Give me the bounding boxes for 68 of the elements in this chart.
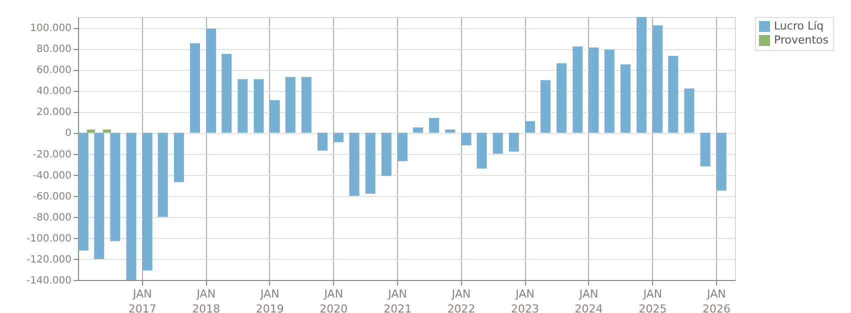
bar (94, 132, 104, 259)
bar (206, 28, 216, 133)
bar (254, 79, 264, 133)
x-tick-label: JAN 2024 (574, 288, 603, 313)
bar (301, 76, 312, 133)
legend-label: Proventos (774, 34, 829, 46)
bar (620, 64, 630, 133)
bar (397, 132, 408, 162)
bar (78, 132, 88, 251)
y-tick-label: -80.000 (32, 212, 72, 224)
bar (318, 132, 328, 151)
x-tick-label: JAN 2019 (256, 288, 284, 313)
bar (142, 132, 152, 271)
bar (684, 88, 694, 133)
bar (110, 132, 120, 242)
bar (652, 25, 663, 133)
bar (604, 50, 614, 133)
bar (86, 130, 95, 133)
bar (556, 63, 567, 133)
bar (365, 132, 376, 194)
bar (508, 132, 519, 152)
bar (381, 132, 392, 176)
bar (349, 132, 360, 196)
bar (636, 17, 647, 133)
bar (174, 132, 184, 182)
bar (158, 132, 168, 217)
y-tick-label: 60.000 (36, 65, 72, 76)
bar (492, 132, 503, 154)
x-tick-label: JAN 2017 (128, 288, 156, 313)
x-tick-label: JAN 2018 (192, 288, 220, 313)
bar (700, 132, 710, 166)
bar (270, 100, 280, 133)
y-tick-label: 0 (65, 128, 72, 140)
bar (572, 46, 583, 133)
bar (102, 130, 111, 133)
y-tick-label: -40.000 (32, 170, 72, 182)
y-tick-label: -60.000 (32, 191, 72, 202)
y-tick-label: 100.000 (30, 23, 72, 34)
y-tick-label: -100.000 (26, 233, 72, 244)
y-tick-label: -120.000 (26, 254, 72, 266)
y-tick-label: -140.000 (26, 276, 72, 286)
bar (429, 118, 440, 133)
x-tick-label: JAN 2026 (702, 288, 730, 313)
legend-label: Lucro Líq (774, 20, 824, 32)
y-tick-label: 80.000 (36, 44, 72, 56)
bar (668, 56, 678, 133)
bar (238, 79, 248, 133)
bar (716, 132, 726, 191)
bar (588, 48, 599, 133)
bar (285, 76, 296, 133)
bar (190, 43, 200, 133)
x-tick-label: JAN 2025 (638, 288, 667, 313)
bar (334, 132, 344, 142)
x-tick-label: JAN 2022 (447, 288, 476, 313)
bar (461, 132, 472, 146)
bar (524, 121, 535, 133)
x-tick-label: JAN 2020 (320, 288, 348, 313)
x-tick-label: JAN 2023 (511, 288, 540, 313)
y-tick-label: 20.000 (36, 107, 72, 118)
bar (413, 127, 424, 133)
bar (476, 132, 487, 168)
bar (222, 54, 232, 133)
bar (445, 130, 456, 133)
x-tick-label: JAN 2021 (384, 288, 412, 313)
bar (126, 132, 136, 280)
bar (540, 80, 551, 133)
y-tick-label: -20.000 (32, 149, 72, 160)
y-tick-label: 40.000 (36, 86, 72, 98)
